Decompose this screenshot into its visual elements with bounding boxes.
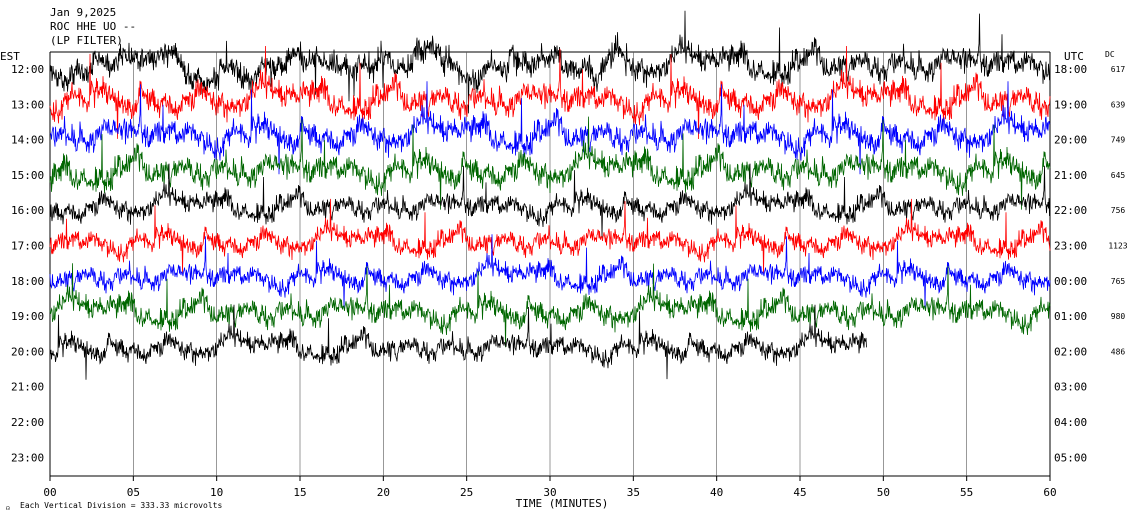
utc-label-2000: 20:00 [1054, 134, 1087, 147]
trace-row-1600 [49, 163, 1051, 238]
dc-value-3: 645 [1111, 171, 1126, 180]
dc-value-5: 1123 [1108, 242, 1127, 251]
seismic-traces [49, 10, 1051, 380]
x-tick-labels: 00 05 10 15 20 25 30 35 40 45 50 55 60 [43, 486, 1056, 499]
header-filter: (LP FILTER) [50, 34, 123, 47]
header-date: Jan 9,2025 [50, 6, 116, 19]
utc-label-0100: 01:00 [1054, 310, 1087, 323]
est-label-1900: 19:00 [11, 310, 44, 323]
corner-mark-icon: ☊ [6, 505, 10, 512]
x-tick-label-35: 35 [627, 486, 640, 499]
est-label-1200: 12:00 [11, 63, 44, 76]
trace-row-1200 [49, 10, 1051, 114]
x-tick-label-15: 15 [293, 486, 306, 499]
x-tick-label-55: 55 [960, 486, 973, 499]
utc-label-2200: 22:00 [1054, 204, 1087, 217]
header-station: ROC HHE UO -- [50, 20, 136, 33]
x-tick-label-45: 45 [793, 486, 806, 499]
trace-row-1700 [49, 198, 1051, 274]
dc-label: DC [1105, 50, 1115, 59]
utc-label-0300: 03:00 [1054, 381, 1087, 394]
est-label-2300: 23:00 [11, 451, 44, 464]
dc-value-7: 980 [1111, 312, 1126, 321]
x-tick-label-05: 05 [127, 486, 140, 499]
utc-label-0200: 02:00 [1054, 345, 1087, 358]
dc-value-1: 639 [1111, 100, 1126, 109]
est-label-1500: 15:00 [11, 169, 44, 182]
utc-label-1900: 19:00 [1054, 98, 1087, 111]
trace-row-1800 [49, 234, 1051, 309]
utc-label-0000: 00:00 [1054, 275, 1087, 288]
dc-value-4: 756 [1111, 206, 1126, 215]
footer-scale-note: Each Vertical Division = 333.33 microvol… [20, 501, 222, 510]
utc-label-2100: 21:00 [1054, 169, 1087, 182]
est-label-1300: 13:00 [11, 98, 44, 111]
utc-label-1800: 18:00 [1054, 63, 1087, 76]
est-label-1600: 16:00 [11, 204, 44, 217]
est-label-1800: 18:00 [11, 275, 44, 288]
est-label-2200: 22:00 [11, 416, 44, 429]
trace-row-1300 [49, 45, 1051, 140]
x-tick-label-50: 50 [877, 486, 890, 499]
left-axis-label: EST [0, 50, 20, 63]
utc-label-0500: 05:00 [1054, 451, 1087, 464]
x-axis-label: TIME (MINUTES) [516, 497, 609, 510]
row-labels: 12:00 18:00 617 13:00 19:00 639 14:00 20:00 749 1… [11, 63, 1128, 464]
x-tick-label-60: 60 [1043, 486, 1056, 499]
trace-row-2000 [49, 304, 867, 380]
dc-value-2: 749 [1111, 136, 1126, 145]
x-tick-label-40: 40 [710, 486, 723, 499]
x-tick-label-10: 10 [210, 486, 223, 499]
x-tick-label-20: 20 [377, 486, 390, 499]
est-label-1700: 17:00 [11, 240, 44, 253]
est-label-2100: 21:00 [11, 381, 44, 394]
right-axis-label: UTC [1064, 50, 1084, 63]
x-tick-label-25: 25 [460, 486, 473, 499]
trace-row-1500 [49, 116, 1051, 210]
dc-value-8: 486 [1111, 347, 1126, 356]
utc-label-0400: 04:00 [1054, 416, 1087, 429]
trace-row-1900 [49, 263, 1051, 348]
est-label-2000: 20:00 [11, 345, 44, 358]
est-label-1400: 14:00 [11, 134, 44, 147]
dc-value-0: 617 [1111, 65, 1126, 74]
trace-row-1400 [49, 81, 1051, 175]
x-tick-label-30: 30 [543, 486, 556, 499]
utc-label-2300: 23:00 [1054, 240, 1087, 253]
x-tick-label-00: 00 [43, 486, 56, 499]
dc-value-6: 765 [1111, 277, 1126, 286]
